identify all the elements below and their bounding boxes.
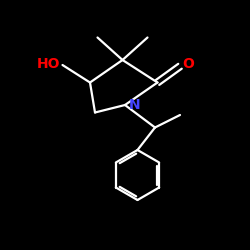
Text: O: O [182,57,194,71]
Text: N: N [129,98,140,112]
Text: HO: HO [36,57,60,71]
